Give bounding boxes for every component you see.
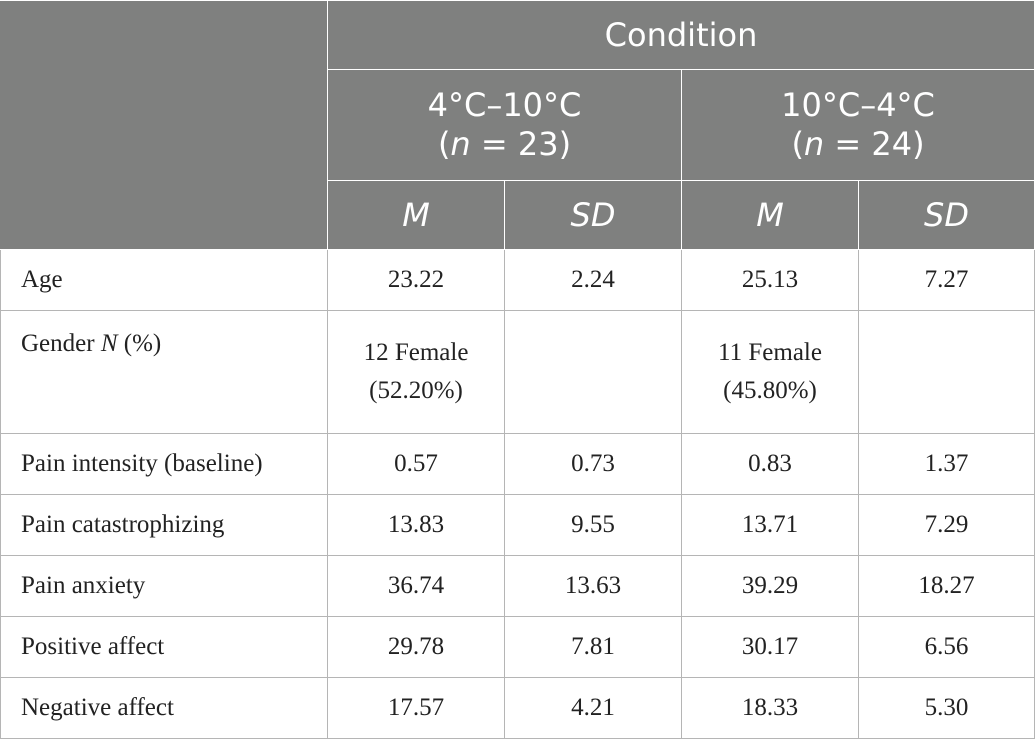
condition-1-label: 4°C–10°C bbox=[427, 86, 582, 124]
condition-header-2: 10°C–4°C (n = 24) bbox=[680, 69, 1035, 181]
table-cell: 1.37 bbox=[857, 433, 1035, 495]
table-cell: 7.81 bbox=[504, 616, 682, 678]
condition-header-1: 4°C–10°C (n = 23) bbox=[327, 69, 682, 181]
condition-2-n: (n = 24) bbox=[791, 125, 925, 163]
condition-group-header: Condition bbox=[326, 0, 1035, 70]
table-cell: 39.29 bbox=[681, 555, 859, 617]
table-cell: 13.63 bbox=[504, 555, 682, 617]
row-label: Positive affect bbox=[0, 616, 328, 678]
table-row-gender: Gender N (%) 12 Female (52.20%) 11 Femal… bbox=[0, 310, 1035, 434]
table-cell: 5.30 bbox=[857, 677, 1035, 739]
table-cell: 17.57 bbox=[327, 677, 505, 739]
condition-2-label: 10°C–4°C bbox=[781, 86, 935, 124]
table-cell: 0.83 bbox=[681, 433, 859, 495]
table-cell: 23.22 bbox=[327, 249, 505, 311]
table-cell: 11 Female (45.80%) bbox=[681, 310, 859, 434]
table-cell: 13.71 bbox=[681, 494, 859, 556]
stat-header-mean: M bbox=[327, 180, 505, 250]
row-label: Negative affect bbox=[0, 677, 328, 739]
table-cell: 36.74 bbox=[327, 555, 505, 617]
table-cell bbox=[504, 310, 682, 434]
stat-header-sd: SD bbox=[857, 180, 1035, 250]
table-row-age: Age 23.22 2.24 25.13 7.27 bbox=[0, 249, 1035, 311]
row-label: Pain anxiety bbox=[0, 555, 328, 617]
condition-1-n: (n = 23) bbox=[437, 125, 572, 163]
table-row-pain-intensity: Pain intensity (baseline) 0.57 0.73 0.83… bbox=[0, 433, 1035, 495]
table-cell: 7.29 bbox=[857, 494, 1035, 556]
table-cell: 7.27 bbox=[857, 249, 1035, 311]
row-label: Pain intensity (baseline) bbox=[0, 433, 328, 495]
stat-header-mean: M bbox=[681, 180, 859, 250]
table-cell: 0.73 bbox=[504, 433, 682, 495]
row-label: Age bbox=[0, 249, 328, 311]
table-cell: 25.13 bbox=[681, 249, 859, 311]
stat-header-sd: SD bbox=[504, 180, 682, 250]
table-cell: 12 Female (52.20%) bbox=[327, 310, 505, 434]
corner-header-cell bbox=[0, 0, 328, 250]
table-cell: 9.55 bbox=[504, 494, 682, 556]
table-row-positive-affect: Positive affect 29.78 7.81 30.17 6.56 bbox=[0, 616, 1035, 678]
table-cell: 18.27 bbox=[857, 555, 1035, 617]
table-cell: 30.17 bbox=[681, 616, 859, 678]
table-cell: 6.56 bbox=[857, 616, 1035, 678]
table-row-pain-anxiety: Pain anxiety 36.74 13.63 39.29 18.27 bbox=[0, 555, 1035, 617]
table-cell: 0.57 bbox=[327, 433, 505, 495]
table-cell bbox=[857, 310, 1035, 434]
table-row-pain-catastrophizing: Pain catastrophizing 13.83 9.55 13.71 7.… bbox=[0, 494, 1035, 556]
table-row-negative-affect: Negative affect 17.57 4.21 18.33 5.30 bbox=[0, 677, 1035, 739]
row-label: Gender N (%) bbox=[0, 310, 328, 434]
table-cell: 13.83 bbox=[327, 494, 505, 556]
table-cell: 29.78 bbox=[327, 616, 505, 678]
table-cell: 2.24 bbox=[504, 249, 682, 311]
row-label: Pain catastrophizing bbox=[0, 494, 328, 556]
table-cell: 18.33 bbox=[681, 677, 859, 739]
table-cell: 4.21 bbox=[504, 677, 682, 739]
